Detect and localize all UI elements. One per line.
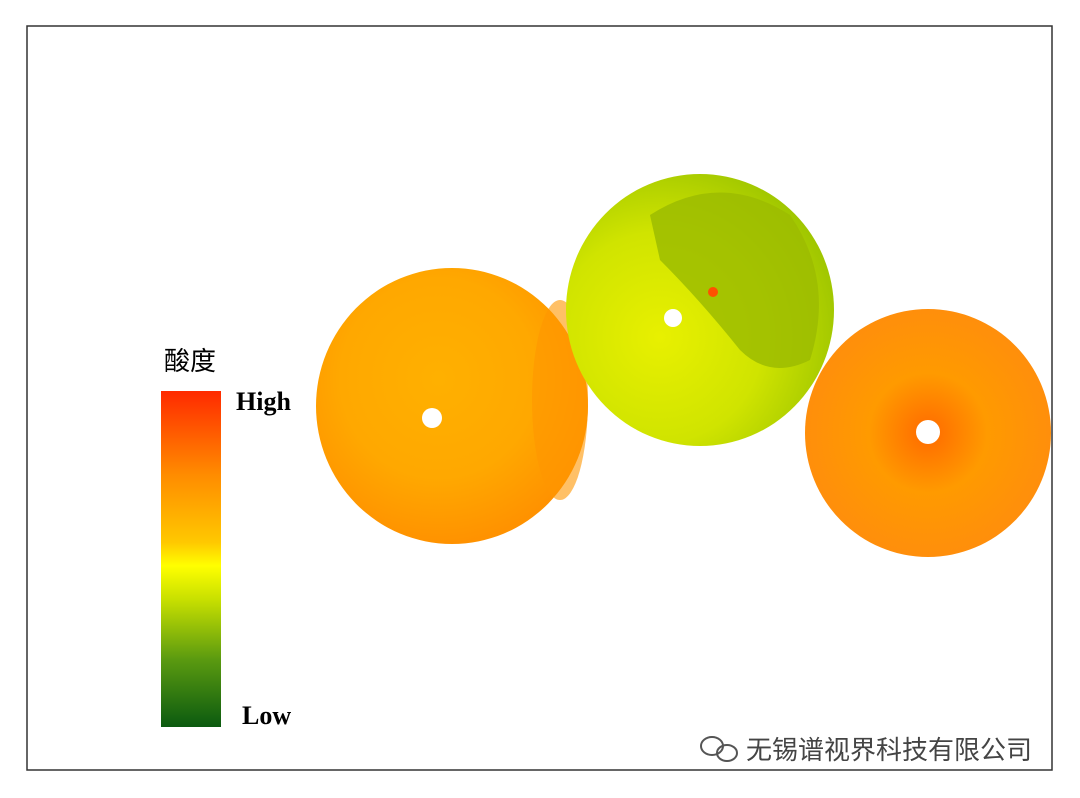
fruit-shade: [650, 192, 819, 368]
colorbar: [161, 391, 221, 727]
legend-title: 酸度: [164, 346, 216, 376]
fruit-stem: [916, 420, 940, 444]
fruit-spot: [708, 287, 718, 297]
legend-high: High: [236, 387, 291, 416]
legend-low: Low: [242, 701, 291, 730]
fruit-stem: [664, 309, 682, 327]
fruit-left: [316, 268, 588, 544]
watermark-icon: [700, 736, 738, 762]
fruits: [316, 174, 1051, 557]
watermark: 无锡谱视界科技有限公司: [746, 735, 1032, 765]
fruit-stem: [422, 408, 442, 428]
